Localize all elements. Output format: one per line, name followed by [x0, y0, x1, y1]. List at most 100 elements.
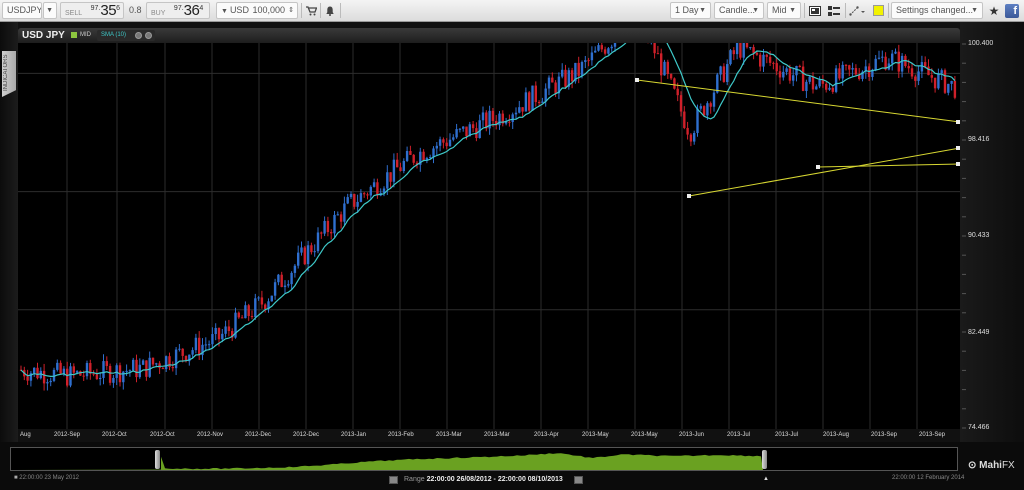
x-tick-label: 2012-Dec — [293, 432, 320, 438]
chart-symbol-title: USD JPY — [22, 30, 65, 41]
x-tick-label: 2013-Mar — [436, 432, 462, 438]
y-tick-label: 90.433 — [968, 232, 990, 239]
divider — [320, 3, 321, 18]
range-display: Range 22:00:00 26/08/2012 - 22:00:00 08/… — [404, 476, 563, 483]
sma-remove-icon[interactable] — [145, 32, 152, 39]
logo-text: Mahi — [979, 460, 1002, 471]
end-lock-icon[interactable]: ▲ — [763, 476, 769, 482]
symbol-dropdown-button[interactable]: ▼ — [43, 2, 57, 19]
x-tick-label: 2012-Nov — [197, 432, 224, 438]
sell-label: SELL — [65, 10, 83, 17]
mahifx-logo: ⊙ MahiFX — [968, 460, 1015, 471]
x-tick-label: 2013-Sep — [871, 432, 898, 438]
cart-icon[interactable] — [302, 2, 320, 19]
x-tick-label: 2013-Mar — [484, 432, 510, 438]
sell-button[interactable]: SELL 97.356 — [60, 2, 124, 19]
x-tick-label: 2013-Jul — [727, 432, 751, 438]
divider — [340, 3, 341, 18]
range-prev-button[interactable] — [389, 476, 398, 484]
x-tick-label: 2013-Sep — [919, 432, 946, 438]
navigator-end-date: 22:00:00 12 February 2014 — [892, 475, 965, 481]
chevron-down-icon: ▼ — [752, 7, 759, 14]
stepper-icon[interactable]: ⇕ — [288, 7, 294, 14]
amount-value: 100,000 — [252, 5, 285, 15]
timeframe-value: 1 Day — [675, 5, 699, 15]
x-tick-label: 2013-Jul — [775, 432, 799, 438]
sell-price-sup: 6 — [116, 5, 120, 12]
chevron-down-icon: ▼ — [699, 7, 706, 14]
navigator-start: ■ 22:00:00 23 May 2012 — [14, 475, 79, 481]
candlestick-chart — [18, 2, 961, 429]
x-tick-label: 2013-Feb — [388, 432, 414, 438]
chevron-down-icon: ▼ — [46, 7, 53, 14]
price-type-value: Mid — [772, 5, 787, 15]
sma-legend-box[interactable] — [97, 30, 155, 41]
sma-legend-label: SMA (10) — [101, 32, 127, 38]
spread-value: 0.8 — [129, 5, 142, 15]
y-tick-label: 100.400 — [968, 40, 994, 47]
divider — [845, 3, 846, 18]
x-tick-label: 2012-Sep — [54, 432, 81, 438]
indicators-tab-label: INDICATORS — [3, 54, 9, 91]
x-tick-label: 2013-Jan — [341, 432, 367, 438]
chevron-down-icon: ▼ — [971, 7, 978, 14]
symbol-value: USDJPY — [7, 5, 42, 15]
range-value: 22:00:00 26/08/2012 - 22:00:00 08/10/201… — [426, 476, 563, 483]
chevron-down-icon: ▼ — [789, 7, 796, 14]
buy-button[interactable]: BUY 97.364 — [146, 2, 210, 19]
x-tick-label: 2012-Dec — [245, 432, 272, 438]
color-swatch-icon[interactable] — [869, 2, 887, 19]
facebook-icon[interactable]: f — [1004, 2, 1020, 19]
y-axis-ticks — [962, 43, 966, 429]
x-tick-label: 2013-Jun — [679, 432, 705, 438]
mid-legend-swatch — [71, 32, 77, 38]
screenshot-icon[interactable] — [806, 2, 824, 19]
y-tick-label: 82.449 — [968, 329, 990, 336]
range-label: Range — [404, 476, 425, 483]
timeframe-select[interactable]: 1 Day ▼ — [670, 2, 711, 19]
x-tick-label: 2013-Aug — [823, 432, 850, 438]
logo-fx: FX — [1001, 460, 1015, 471]
sell-price-prefix: 97. — [90, 5, 101, 12]
navigator-right-handle[interactable] — [762, 450, 767, 469]
buy-label: BUY — [151, 10, 166, 17]
buy-price-sup: 4 — [199, 5, 204, 12]
mid-legend-label: MID — [80, 32, 91, 38]
drawing-tool-icon[interactable] — [847, 2, 869, 19]
sma-settings-icon[interactable] — [135, 32, 142, 39]
y-tick-label: 98.416 — [968, 136, 990, 143]
x-tick-label: 2013-May — [631, 432, 658, 438]
navigator-start-date: 22:00:00 23 May 2012 — [19, 475, 80, 481]
buy-price-prefix: 97. — [173, 5, 184, 12]
x-tick-label: 2012-Oct — [150, 432, 175, 438]
bell-icon[interactable] — [321, 2, 339, 19]
y-tick-label: 74.466 — [968, 424, 990, 431]
layout-icon[interactable] — [825, 2, 843, 19]
buy-price-big: 36 — [183, 2, 200, 19]
x-tick-label: 2012-Oct — [102, 432, 127, 438]
settings-select[interactable]: Settings changed... ▼ — [891, 2, 983, 19]
divider — [888, 3, 889, 18]
sell-price-big: 35 — [100, 2, 117, 19]
navigator-left-handle[interactable] — [155, 450, 160, 469]
divider — [301, 3, 302, 18]
amount-field[interactable]: ▼ USD 100,000 ⇕ — [216, 2, 298, 19]
chart-header-bar — [18, 28, 960, 43]
x-tick-label: 2013-May — [582, 432, 609, 438]
lock-icon: ■ — [14, 475, 18, 481]
range-next-button[interactable] — [574, 476, 583, 484]
currency-caret-icon: ▼ — [221, 8, 228, 15]
indicators-tab[interactable]: INDICATORS — [2, 51, 16, 97]
chart-type-select[interactable]: Candle... ▼ — [714, 2, 764, 19]
x-tick-label: Aug — [20, 432, 31, 438]
settings-value: Settings changed... — [896, 5, 974, 15]
price-type-select[interactable]: Mid ▼ — [767, 2, 801, 19]
navigator[interactable] — [10, 447, 958, 471]
y-axis[interactable] — [960, 22, 1024, 442]
plot-area[interactable] — [18, 2, 961, 429]
star-icon[interactable]: ★ — [988, 3, 1000, 18]
chart-type-value: Candle... — [719, 5, 756, 15]
symbol-select[interactable]: USDJPY — [2, 2, 42, 19]
divider — [804, 3, 805, 18]
x-tick-label: 2013-Apr — [534, 432, 559, 438]
